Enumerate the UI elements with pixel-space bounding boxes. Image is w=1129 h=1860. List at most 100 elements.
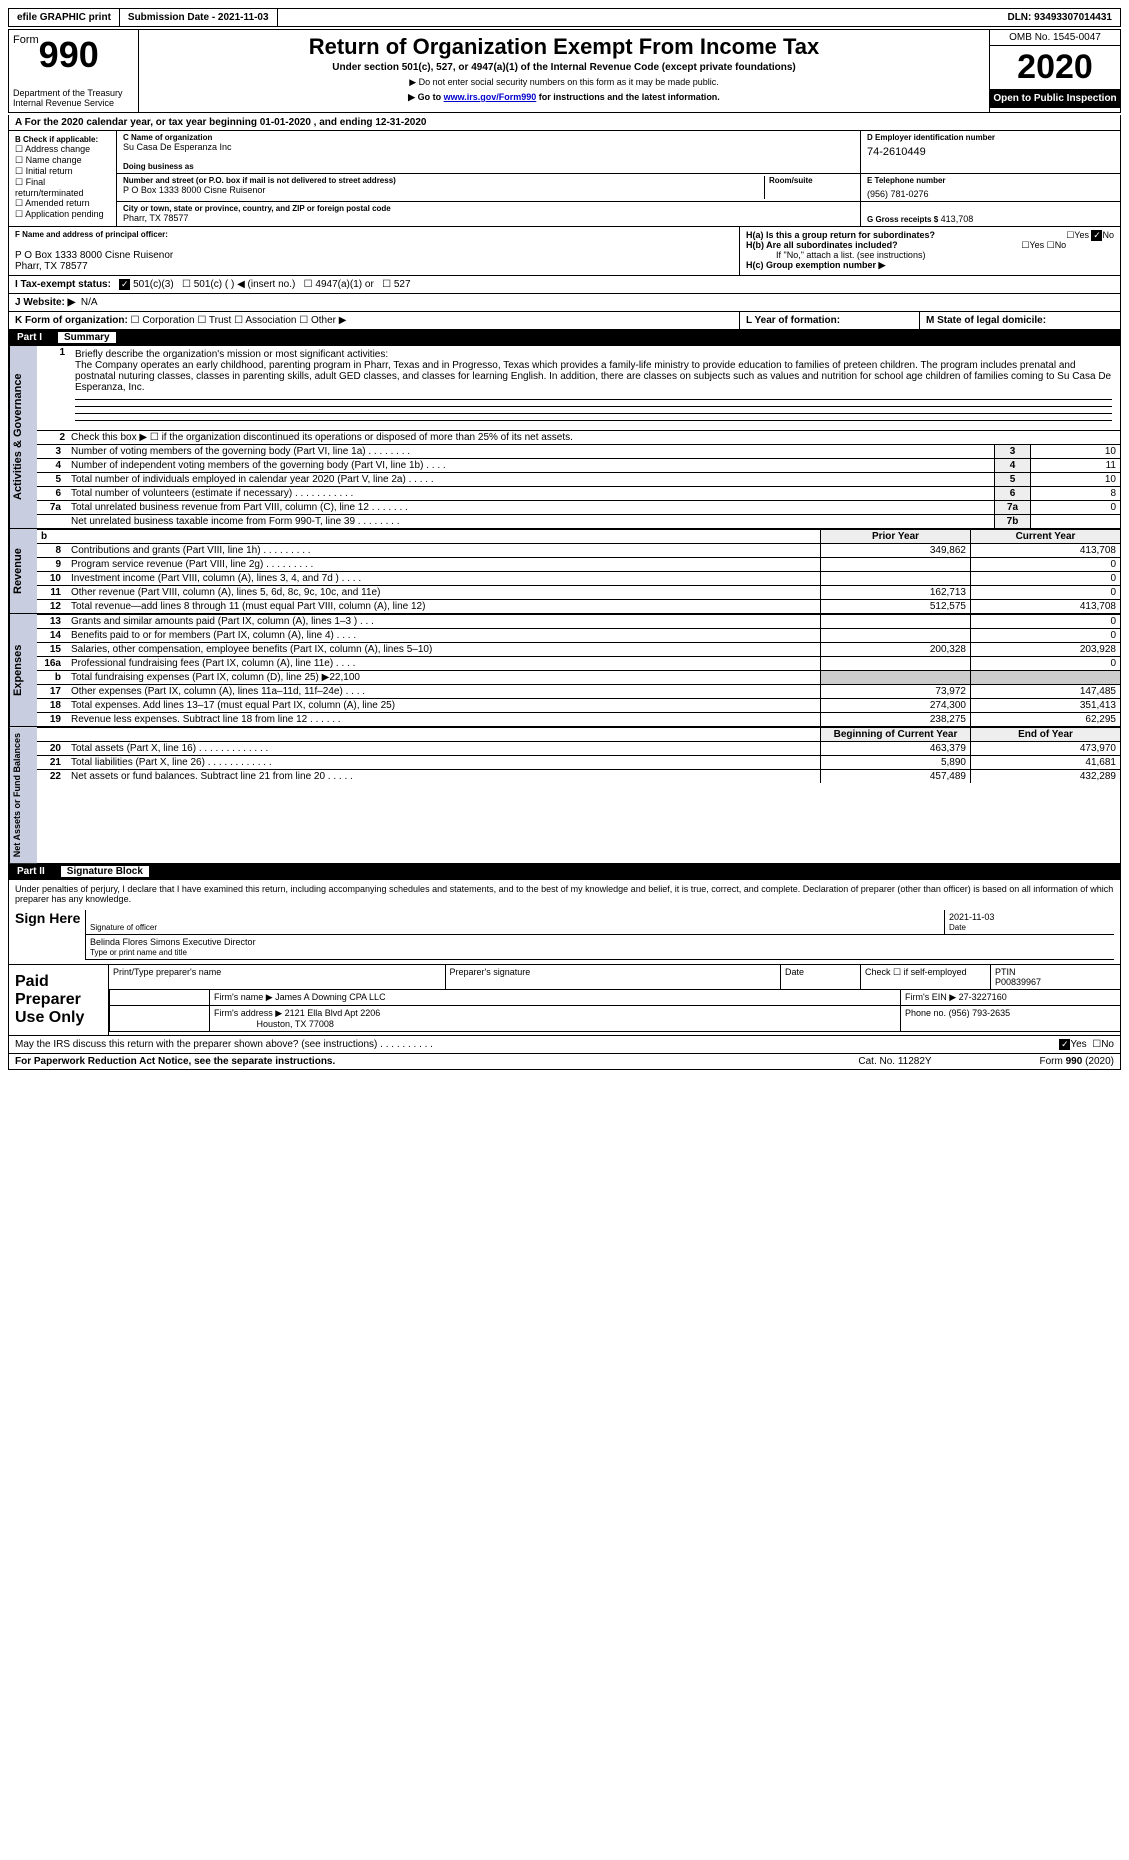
part1-num: Part I bbox=[17, 332, 42, 343]
ag-row: 7aTotal unrelated business revenue from … bbox=[37, 500, 1120, 514]
cat-no: Cat. No. 11282Y bbox=[820, 1054, 970, 1069]
exp-row: 18Total expenses. Add lines 13–17 (must … bbox=[37, 698, 1120, 712]
form-header: Form990 Department of the Treasury Inter… bbox=[8, 29, 1121, 113]
chk-final: ☐ Final return/terminated bbox=[15, 177, 110, 198]
F-lbl: F Name and address of principal officer: bbox=[15, 230, 733, 239]
submission-date: Submission Date - 2021-11-03 bbox=[120, 9, 278, 26]
phone: (956) 781-0276 bbox=[867, 189, 1114, 199]
na-row: 21Total liabilities (Part X, line 26) . … bbox=[37, 755, 1120, 769]
Ha: H(a) Is this a group return for subordin… bbox=[746, 230, 935, 240]
exp-row: 16aProfessional fundraising fees (Part I… bbox=[37, 656, 1120, 670]
exp-row: 13Grants and similar amounts paid (Part … bbox=[37, 614, 1120, 628]
sig-date: 2021-11-03Date bbox=[944, 910, 1114, 935]
ag-row: 6Total number of volunteers (estimate if… bbox=[37, 486, 1120, 500]
C-name-lbl: C Name of organization bbox=[123, 133, 854, 142]
ein: 74-2610449 bbox=[867, 146, 1114, 158]
dln: DLN: 93493307014431 bbox=[999, 9, 1120, 26]
chk-amended: ☐ Amended return bbox=[15, 198, 110, 209]
sec-netassets: Net Assets or Fund Balances Beginning of… bbox=[8, 727, 1121, 864]
form-ref: Form 990 (2020) bbox=[970, 1054, 1120, 1069]
city-lbl: City or town, state or province, country… bbox=[123, 204, 854, 213]
J-lbl: J Website: ▶ bbox=[15, 297, 75, 308]
chk-addr: ☐ Address change bbox=[15, 144, 110, 155]
dba-lbl: Doing business as bbox=[123, 162, 854, 171]
efile-label: efile GRAPHIC print bbox=[9, 9, 120, 26]
irs-link[interactable]: www.irs.gov/Form990 bbox=[444, 92, 537, 102]
Hb: H(b) Are all subordinates included? bbox=[746, 240, 898, 250]
sign-here: Sign Here bbox=[15, 910, 85, 960]
pp-label: Paid Preparer Use Only bbox=[9, 965, 109, 1035]
pp-h1: Preparer's signature bbox=[445, 965, 781, 990]
exp-row: bTotal fundraising expenses (Part IX, co… bbox=[37, 670, 1120, 684]
rev-row: 8Contributions and grants (Part VIII, li… bbox=[37, 543, 1120, 557]
exp-row: 17Other expenses (Part IX, column (A), l… bbox=[37, 684, 1120, 698]
form-subtitle: Under section 501(c), 527, or 4947(a)(1)… bbox=[143, 62, 985, 73]
room-lbl: Room/suite bbox=[769, 176, 854, 185]
gross-receipts: 413,708 bbox=[941, 214, 974, 224]
eoy-hdr: End of Year bbox=[970, 728, 1120, 741]
part2-title: Signature Block bbox=[61, 866, 149, 877]
ag-row: 5Total number of individuals employed in… bbox=[37, 472, 1120, 486]
city: Pharr, TX 78577 bbox=[123, 213, 854, 223]
sec-activities: Activities & Governance 1Briefly describ… bbox=[8, 346, 1121, 529]
tab-revenue: Revenue bbox=[9, 529, 37, 613]
part1-header: Part I Summary bbox=[8, 330, 1121, 346]
l2: Check this box ▶ ☐ if the organization d… bbox=[71, 432, 1116, 443]
chk-name: ☐ Name change bbox=[15, 155, 110, 166]
K-lbl: K Form of organization: bbox=[15, 315, 128, 326]
ssn-note: ▶ Do not enter social security numbers o… bbox=[143, 77, 985, 88]
exp-row: 15Salaries, other compensation, employee… bbox=[37, 642, 1120, 656]
py-hdr: Prior Year bbox=[820, 530, 970, 543]
I-lbl: I Tax-exempt status: bbox=[15, 279, 111, 290]
Hc: H(c) Group exemption number ▶ bbox=[746, 260, 885, 270]
sec-revenue: Revenue bPrior YearCurrent Year 8Contrib… bbox=[8, 529, 1121, 614]
form-title: Return of Organization Exempt From Incom… bbox=[143, 34, 985, 60]
part1-title: Summary bbox=[58, 332, 116, 343]
Hb-note: If "No," attach a list. (see instruction… bbox=[776, 250, 1114, 260]
rev-row: 9Program service revenue (Part VIII, lin… bbox=[37, 557, 1120, 571]
chk-pending: ☐ Application pending bbox=[15, 209, 110, 220]
form-word: Form bbox=[13, 34, 39, 46]
pp-h0: Print/Type preparer's name bbox=[109, 965, 445, 990]
row-A: A For the 2020 calendar year, or tax yea… bbox=[8, 115, 1121, 131]
B-label: B Check if applicable: bbox=[15, 135, 110, 144]
firm-addr: Firm's address ▶ 2121 Ella Blvd Apt 2206… bbox=[209, 1006, 900, 1032]
row-I: I Tax-exempt status: ✓ 501(c)(3) ☐ 501(c… bbox=[8, 276, 1121, 294]
website: N/A bbox=[81, 297, 98, 308]
dept-treasury: Department of the Treasury Internal Reve… bbox=[13, 88, 134, 108]
rev-row: 10Investment income (Part VIII, column (… bbox=[37, 571, 1120, 585]
open-inspection: Open to Public Inspection bbox=[990, 89, 1120, 108]
tab-netassets: Net Assets or Fund Balances bbox=[9, 727, 37, 863]
part2-num: Part II bbox=[17, 866, 45, 877]
l1: Briefly describe the organization's miss… bbox=[75, 349, 388, 360]
discuss-row: May the IRS discuss this return with the… bbox=[8, 1036, 1121, 1054]
mission-text: The Company operates an early childhood,… bbox=[75, 360, 1111, 393]
ag-row: 4Number of independent voting members of… bbox=[37, 458, 1120, 472]
row-KLM: K Form of organization: ☐ Corporation ☐ … bbox=[8, 312, 1121, 330]
firm-ein: Firm's EIN ▶ 27-3227160 bbox=[900, 990, 1120, 1006]
declaration: Under penalties of perjury, I declare th… bbox=[15, 884, 1114, 904]
na-row: 22Net assets or fund balances. Subtract … bbox=[37, 769, 1120, 783]
sig-officer: Signature of officer bbox=[85, 910, 944, 935]
col-B: B Check if applicable: ☐ Address change … bbox=[9, 131, 117, 226]
exp-row: 14Benefits paid to or for members (Part … bbox=[37, 628, 1120, 642]
pp-h2: Date bbox=[780, 965, 860, 990]
rev-row: 11Other revenue (Part VIII, column (A), … bbox=[37, 585, 1120, 599]
officer-addr1: P O Box 1333 8000 Cisne Ruisenor bbox=[15, 250, 733, 261]
na-row: 20Total assets (Part X, line 16) . . . .… bbox=[37, 741, 1120, 755]
tab-expenses: Expenses bbox=[9, 614, 37, 726]
org-name: Su Casa De Esperanza Inc bbox=[123, 142, 854, 152]
L-lbl: L Year of formation: bbox=[746, 315, 840, 326]
addr-lbl: Number and street (or P.O. box if mail i… bbox=[123, 176, 764, 185]
sec-expenses: Expenses 13Grants and similar amounts pa… bbox=[8, 614, 1121, 727]
form-990: 990 bbox=[39, 34, 99, 76]
discuss-text: May the IRS discuss this return with the… bbox=[15, 1039, 433, 1050]
omb-number: OMB No. 1545-0047 bbox=[990, 30, 1120, 46]
exp-row: 19Revenue less expenses. Subtract line 1… bbox=[37, 712, 1120, 726]
tax-year: 2020 bbox=[990, 46, 1120, 89]
firm-name: Firm's name ▶ James A Downing CPA LLC bbox=[209, 990, 900, 1006]
pp-ptin: PTINP00839967 bbox=[990, 965, 1120, 990]
rev-row: 12Total revenue—add lines 8 through 11 (… bbox=[37, 599, 1120, 613]
street-addr: P O Box 1333 8000 Cisne Ruisenor bbox=[123, 185, 764, 195]
top-bar: efile GRAPHIC print Submission Date - 20… bbox=[8, 8, 1121, 27]
